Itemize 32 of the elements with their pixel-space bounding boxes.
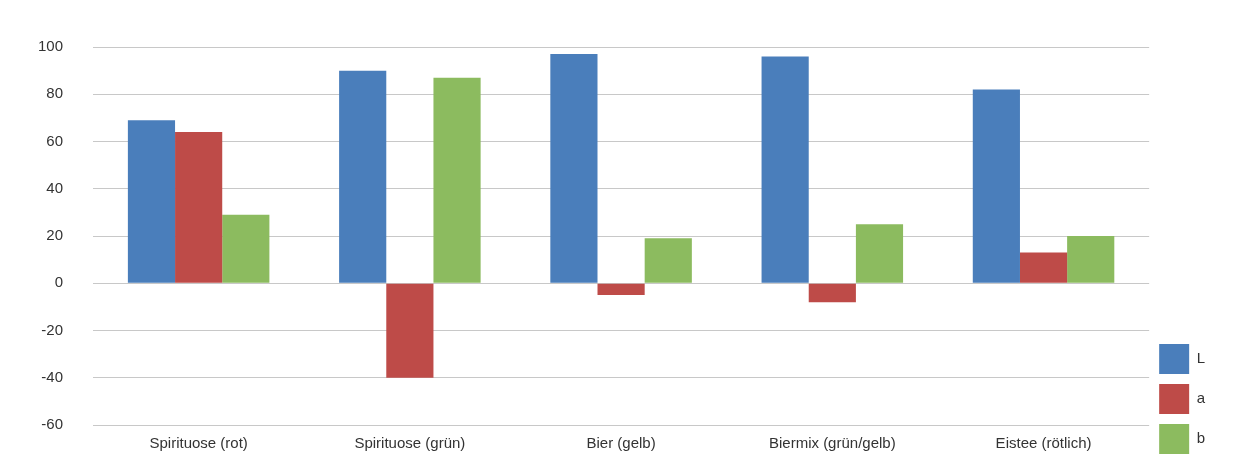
x-tick-label: Eistee (rötlich) — [995, 434, 1092, 452]
bar — [855, 224, 904, 283]
bar — [972, 89, 1020, 283]
bar — [644, 238, 692, 283]
legend-label: L — [1196, 349, 1205, 367]
bar — [597, 283, 645, 296]
bar — [808, 283, 856, 303]
y-tick-label: 100 — [38, 37, 64, 55]
y-tick-label: -20 — [41, 320, 64, 338]
x-tick-label: Spirituose (grün) — [354, 434, 466, 452]
y-tick-label: 40 — [46, 178, 64, 196]
bar — [1067, 236, 1115, 283]
bar — [761, 56, 809, 283]
x-tick-label: Bier (gelb) — [586, 434, 656, 452]
y-tick-label: 20 — [46, 226, 64, 244]
legend-label: a — [1196, 389, 1206, 407]
bar — [386, 283, 434, 378]
bar — [433, 77, 481, 283]
x-tick-label: Biermix (grün/gelb) — [768, 434, 896, 452]
y-tick-label: 60 — [46, 131, 64, 149]
bar — [222, 214, 270, 283]
x-tick-label: Spirituose (rot) — [149, 434, 248, 452]
y-tick-label: -60 — [41, 415, 64, 433]
y-tick-label: 80 — [46, 84, 64, 102]
bar — [550, 54, 598, 283]
bar — [1019, 252, 1068, 283]
y-tick-label: 0 — [54, 273, 64, 291]
bar — [127, 120, 176, 283]
bar — [175, 132, 223, 283]
legend-label: b — [1196, 429, 1205, 447]
bar — [339, 70, 387, 283]
y-tick-label: -40 — [41, 367, 64, 385]
